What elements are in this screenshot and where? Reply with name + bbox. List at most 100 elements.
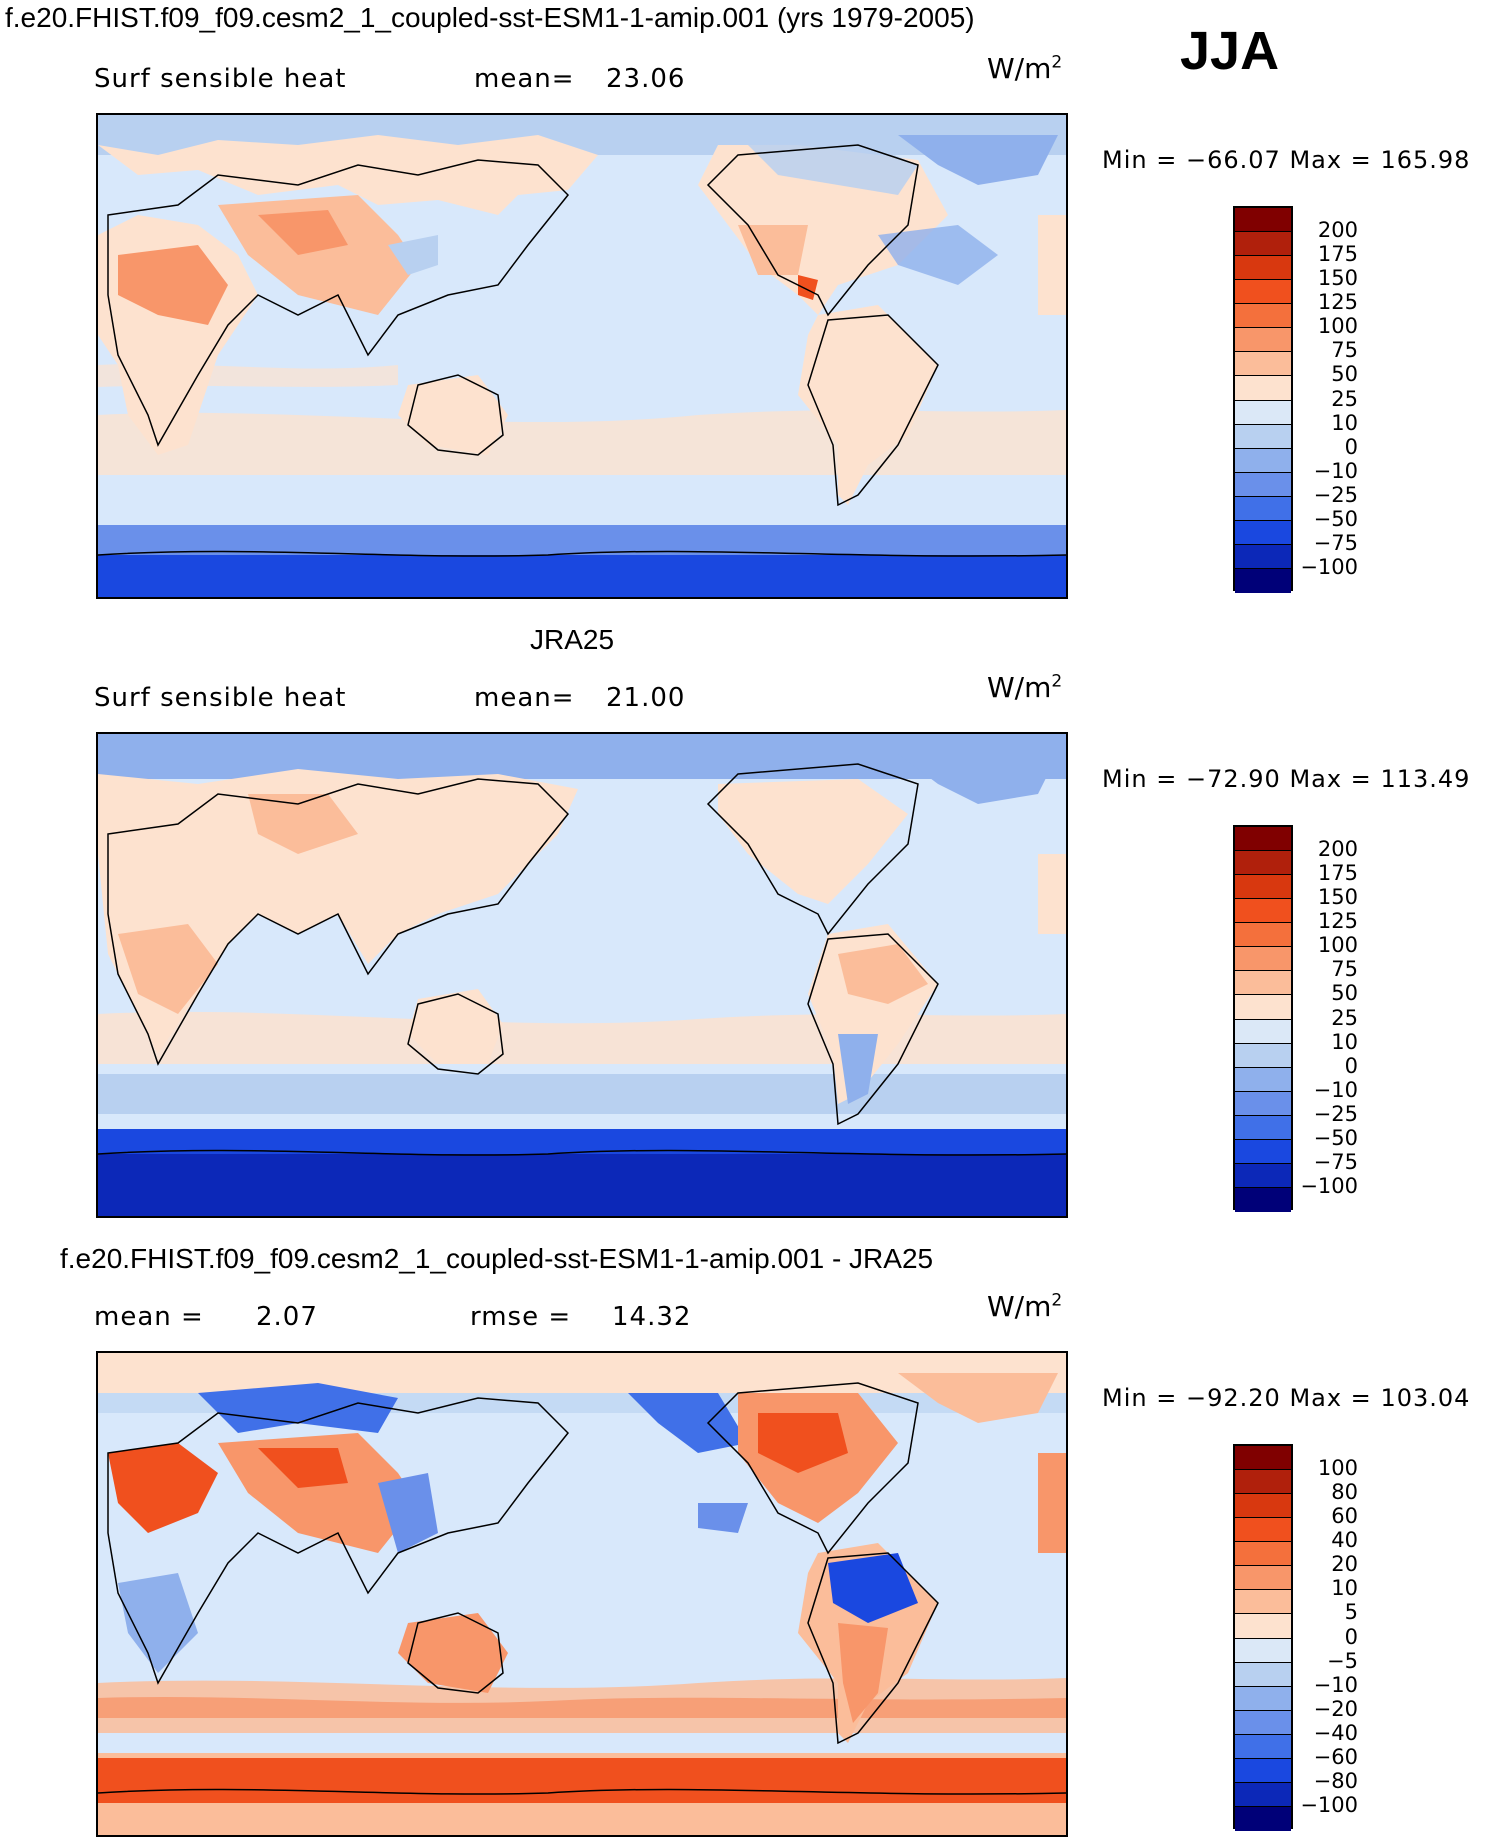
colorbar-tick-label: 125	[1317, 909, 1358, 934]
colorbar-swatch	[1235, 352, 1291, 377]
rmse-value: 14.32	[612, 1302, 692, 1332]
colorbar-tick-label: 20	[1331, 1552, 1358, 1577]
colorbar-swatch	[1235, 1662, 1291, 1687]
colorbar-swatch	[1235, 544, 1291, 569]
colorbar-swatch	[1235, 1187, 1291, 1212]
colorbar	[1233, 206, 1293, 593]
colorbar-tick-label: 25	[1331, 1005, 1358, 1030]
colorbar-tick-label: 75	[1331, 338, 1358, 363]
mean-label: mean=	[474, 64, 575, 94]
units-label: W/m2	[987, 671, 1063, 704]
colorbar-tick-label: 25	[1331, 386, 1358, 411]
colorbar-swatch	[1235, 1470, 1291, 1495]
field-name-label: Surf sensible heat	[94, 64, 347, 94]
colorbar-tick-label: −100	[1300, 1792, 1358, 1817]
colorbar-tick-label: 125	[1317, 290, 1358, 315]
colorbar-swatch	[1235, 947, 1291, 972]
colorbar-tick-label: −25	[1313, 482, 1358, 507]
colorbar-swatch	[1235, 208, 1291, 233]
min-max-readout: Min = −66.07 Max = 165.98	[1102, 146, 1471, 174]
colorbar-swatch	[1235, 1782, 1291, 1807]
mean-label: mean =	[94, 1302, 204, 1332]
colorbar-swatch	[1235, 232, 1291, 257]
colorbar-swatch	[1235, 1710, 1291, 1735]
mean-value: 23.06	[606, 64, 686, 94]
colorbar-swatch	[1235, 328, 1291, 353]
colorbar-swatch	[1235, 472, 1291, 497]
colorbar-tick-label: 100	[1317, 314, 1358, 339]
units-label: W/m2	[987, 52, 1063, 85]
colorbar-swatch	[1235, 1758, 1291, 1783]
field-name-label: Surf sensible heat	[94, 683, 347, 713]
colorbar-swatch	[1235, 1806, 1291, 1831]
colorbar-swatch	[1235, 1163, 1291, 1188]
colorbar-tick-label: −40	[1313, 1720, 1358, 1745]
colorbar-swatch	[1235, 875, 1291, 900]
colorbar-swatch	[1235, 1734, 1291, 1759]
colorbar-tick-label: 50	[1331, 362, 1358, 387]
colorbar-swatch	[1235, 1542, 1291, 1567]
colorbar-swatch	[1235, 1091, 1291, 1116]
colorbar-tick-label: 10	[1331, 1029, 1358, 1054]
colorbar-tick-label: −10	[1313, 1672, 1358, 1697]
colorbar-swatch	[1235, 1686, 1291, 1711]
mean-label: mean=	[474, 683, 575, 713]
colorbar-swatch	[1235, 1590, 1291, 1615]
colorbar	[1233, 1444, 1293, 1831]
colorbar-swatch	[1235, 899, 1291, 924]
colorbar-tick-label: 175	[1317, 861, 1358, 886]
colorbar-swatch	[1235, 1139, 1291, 1164]
colorbar-tick-label: −50	[1313, 1125, 1358, 1150]
rmse-label: rmse =	[470, 1302, 572, 1332]
colorbar-swatch	[1235, 1638, 1291, 1663]
colorbar-swatch	[1235, 1446, 1291, 1471]
colorbar-swatch	[1235, 1067, 1291, 1092]
colorbar-tick-label: 80	[1331, 1480, 1358, 1505]
colorbar-tick-label: 150	[1317, 885, 1358, 910]
colorbar-tick-label: 40	[1331, 1528, 1358, 1553]
colorbar-swatch	[1235, 280, 1291, 305]
colorbar-tick-label: 50	[1331, 981, 1358, 1006]
colorbar-swatch	[1235, 520, 1291, 545]
colorbar-swatch	[1235, 1043, 1291, 1068]
colorbar-swatch	[1235, 1566, 1291, 1591]
colorbar-tick-label: 150	[1317, 266, 1358, 291]
map-model	[96, 113, 1068, 599]
colorbar-tick-label: 100	[1317, 1456, 1358, 1481]
colorbar-swatch	[1235, 1115, 1291, 1140]
colorbar-swatch	[1235, 424, 1291, 449]
colorbar-tick-label: 200	[1317, 837, 1358, 862]
colorbar-tick-label: −25	[1313, 1101, 1358, 1126]
colorbar-swatch	[1235, 304, 1291, 329]
colorbar-tick-label: 0	[1344, 1053, 1358, 1078]
colorbar-tick-label: 200	[1317, 218, 1358, 243]
min-max-readout: Min = −92.20 Max = 103.04	[1102, 1384, 1471, 1412]
colorbar-swatch	[1235, 971, 1291, 996]
colorbar-tick-label: −80	[1313, 1768, 1358, 1793]
map-reference	[96, 732, 1068, 1218]
units-label: W/m2	[987, 1290, 1063, 1323]
colorbar-tick-label: −50	[1313, 506, 1358, 531]
season-label: JJA	[1180, 21, 1280, 81]
colorbar-swatch	[1235, 923, 1291, 948]
colorbar-tick-label: 10	[1331, 410, 1358, 435]
colorbar-swatch	[1235, 827, 1291, 852]
colorbar-tick-label: −60	[1313, 1744, 1358, 1769]
mean-value: 2.07	[256, 1302, 318, 1332]
colorbar-swatch	[1235, 1019, 1291, 1044]
colorbar-swatch	[1235, 995, 1291, 1020]
colorbar-tick-label: 5	[1344, 1600, 1358, 1625]
colorbar-swatch	[1235, 376, 1291, 401]
colorbar-tick-label: 10	[1331, 1576, 1358, 1601]
mean-value: 21.00	[606, 683, 686, 713]
colorbar-tick-label: 0	[1344, 1624, 1358, 1649]
panel-title: f.e20.FHIST.f09_f09.cesm2_1_coupled-sst-…	[60, 1243, 934, 1274]
colorbar	[1233, 825, 1293, 1212]
colorbar-swatch	[1235, 1614, 1291, 1639]
colorbar-swatch	[1235, 1518, 1291, 1543]
min-max-readout: Min = −72.90 Max = 113.49	[1102, 765, 1471, 793]
colorbar-swatch	[1235, 496, 1291, 521]
colorbar-tick-label: −75	[1313, 1149, 1358, 1174]
colorbar-tick-label: 0	[1344, 434, 1358, 459]
colorbar-tick-label: −5	[1327, 1648, 1358, 1673]
